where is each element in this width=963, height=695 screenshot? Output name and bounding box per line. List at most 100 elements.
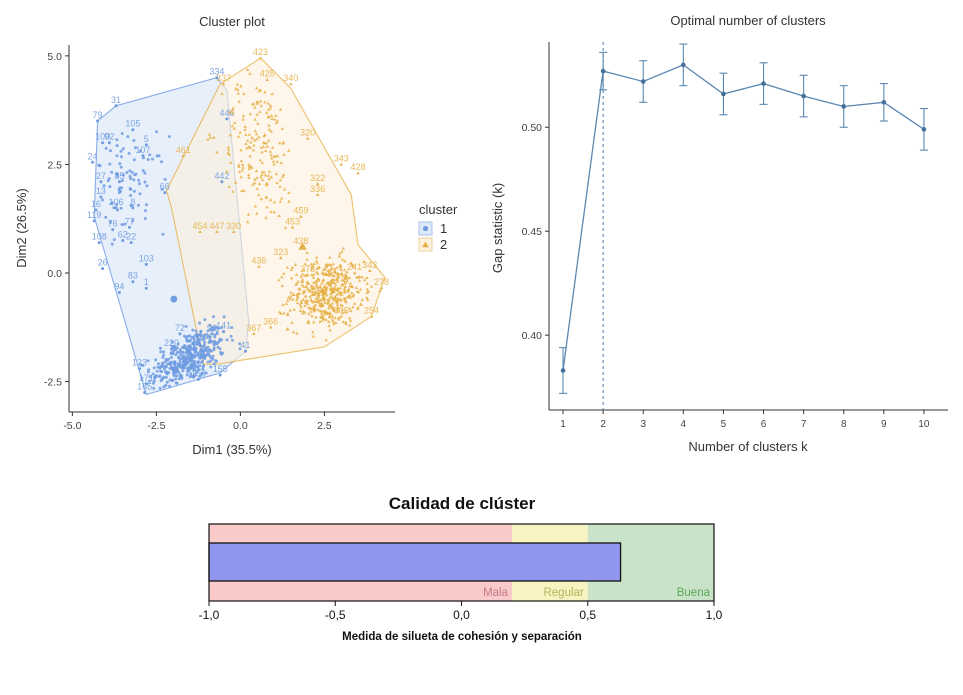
point-label: 343 bbox=[334, 153, 349, 163]
cluster-1-point bbox=[162, 385, 166, 389]
cluster-1-point bbox=[182, 360, 186, 364]
x-tick-label: 0,5 bbox=[579, 608, 596, 622]
cluster-2-point bbox=[365, 281, 369, 285]
x-tick-label: 9 bbox=[881, 419, 887, 430]
cluster-plot-title: Cluster plot bbox=[199, 14, 265, 29]
cluster-2-point bbox=[326, 281, 330, 285]
cluster-2-point bbox=[238, 130, 242, 134]
cluster-2-point bbox=[310, 284, 314, 288]
cluster-2-point bbox=[237, 164, 241, 168]
cluster-2-point bbox=[298, 302, 303, 306]
cluster-1-point bbox=[202, 343, 206, 347]
cluster-2-point bbox=[242, 188, 246, 192]
cluster-1-point bbox=[112, 206, 116, 210]
cluster-1-point bbox=[121, 238, 125, 242]
point-label: 100 bbox=[95, 132, 110, 142]
cluster-2-point bbox=[306, 320, 310, 324]
cluster-2-point bbox=[221, 82, 226, 86]
cluster-1-point bbox=[193, 363, 197, 367]
x-tick-label: 1 bbox=[560, 419, 566, 430]
x-tick-label: 5 bbox=[721, 419, 727, 430]
cluster-2-point bbox=[253, 177, 257, 181]
cluster-1-point bbox=[197, 368, 201, 372]
cluster-2-point bbox=[303, 304, 307, 308]
cluster-2-point bbox=[334, 321, 338, 324]
cluster-2-point bbox=[356, 305, 360, 309]
cluster-1-point bbox=[176, 369, 180, 373]
triangle-icon bbox=[422, 241, 429, 248]
cluster-1-point bbox=[173, 366, 177, 370]
cluster-1-point bbox=[195, 365, 199, 369]
cluster-1-point bbox=[152, 366, 156, 370]
cluster-1-point bbox=[147, 379, 151, 383]
cluster-2-point bbox=[277, 278, 281, 282]
cluster-1-point bbox=[119, 206, 123, 210]
cluster-1-point bbox=[197, 360, 200, 364]
cluster-1-point bbox=[132, 189, 136, 193]
point-label: 155 bbox=[213, 364, 228, 374]
cluster-2-point bbox=[314, 270, 319, 274]
cluster-2-point bbox=[275, 119, 280, 123]
cluster-1-point bbox=[163, 367, 166, 371]
cluster-1-point bbox=[152, 386, 156, 390]
cluster-2-point bbox=[289, 267, 293, 271]
point-label: 24 bbox=[88, 151, 98, 161]
cluster-2-point bbox=[301, 280, 305, 284]
cluster-1-point bbox=[186, 350, 190, 354]
cluster-2-point bbox=[240, 163, 245, 166]
point-label: 425 bbox=[260, 69, 275, 79]
cluster-2-point bbox=[305, 298, 310, 302]
quality-x-ticks: -1,0 -0,5 0,0 0,5 1,0 bbox=[199, 601, 723, 622]
cluster-2-point bbox=[263, 173, 268, 177]
legend-item-2[interactable]: 2 bbox=[418, 237, 447, 252]
cluster-1-point bbox=[190, 335, 194, 339]
cluster-2-point bbox=[343, 290, 347, 294]
cluster-2-point bbox=[285, 327, 290, 331]
cluster-2-point bbox=[255, 186, 259, 190]
cluster-2-point bbox=[299, 301, 304, 304]
cluster-2-point bbox=[356, 275, 360, 279]
cluster-2-point bbox=[215, 229, 219, 233]
legend-label-1: 1 bbox=[440, 221, 447, 236]
cluster-2-point bbox=[290, 225, 295, 229]
cluster-2-point bbox=[279, 311, 283, 315]
cluster-1-point bbox=[179, 353, 183, 357]
cluster-2-point bbox=[272, 154, 276, 158]
cluster-1-point bbox=[143, 217, 147, 220]
cluster-2-point bbox=[243, 128, 247, 131]
cluster-1-point bbox=[157, 154, 161, 158]
cluster-1-point bbox=[216, 345, 220, 349]
cluster-2-point bbox=[336, 288, 340, 292]
cluster-2-point bbox=[331, 273, 335, 277]
cluster-2-point bbox=[227, 152, 232, 156]
legend-item-1[interactable]: 1 bbox=[418, 221, 447, 236]
cluster-1-point bbox=[185, 338, 189, 342]
cluster-2-point bbox=[274, 154, 278, 158]
cluster-2-point bbox=[257, 89, 261, 93]
cluster-1-point bbox=[109, 149, 112, 153]
cluster-2-point bbox=[207, 132, 212, 136]
cluster-1-point bbox=[154, 358, 158, 362]
point-label: 94 bbox=[114, 282, 124, 292]
cluster-2-point bbox=[253, 204, 258, 208]
gap-point bbox=[881, 99, 887, 105]
cluster-1-point bbox=[104, 215, 108, 219]
cluster-2-point bbox=[341, 320, 345, 324]
cluster-2-point bbox=[330, 314, 335, 318]
cluster-2-point bbox=[369, 314, 374, 318]
cluster-1-point bbox=[144, 143, 148, 147]
cluster-1-point bbox=[159, 346, 162, 350]
cluster-1-point bbox=[209, 365, 213, 369]
cluster-1-point bbox=[158, 386, 162, 390]
cluster-2-point bbox=[304, 285, 308, 289]
cluster-2-point bbox=[266, 101, 270, 105]
cluster-2-point bbox=[206, 137, 210, 141]
cluster-2-point bbox=[330, 286, 335, 290]
cluster-2-point bbox=[318, 320, 322, 323]
cluster-2-point bbox=[288, 308, 292, 312]
cluster-2-point bbox=[231, 229, 236, 233]
cluster-2-point bbox=[278, 141, 282, 145]
cluster-1-point bbox=[114, 206, 118, 210]
cluster-2-point bbox=[350, 263, 355, 266]
cluster-2-points: 4233404253373204613434283223364594534384… bbox=[176, 47, 389, 342]
